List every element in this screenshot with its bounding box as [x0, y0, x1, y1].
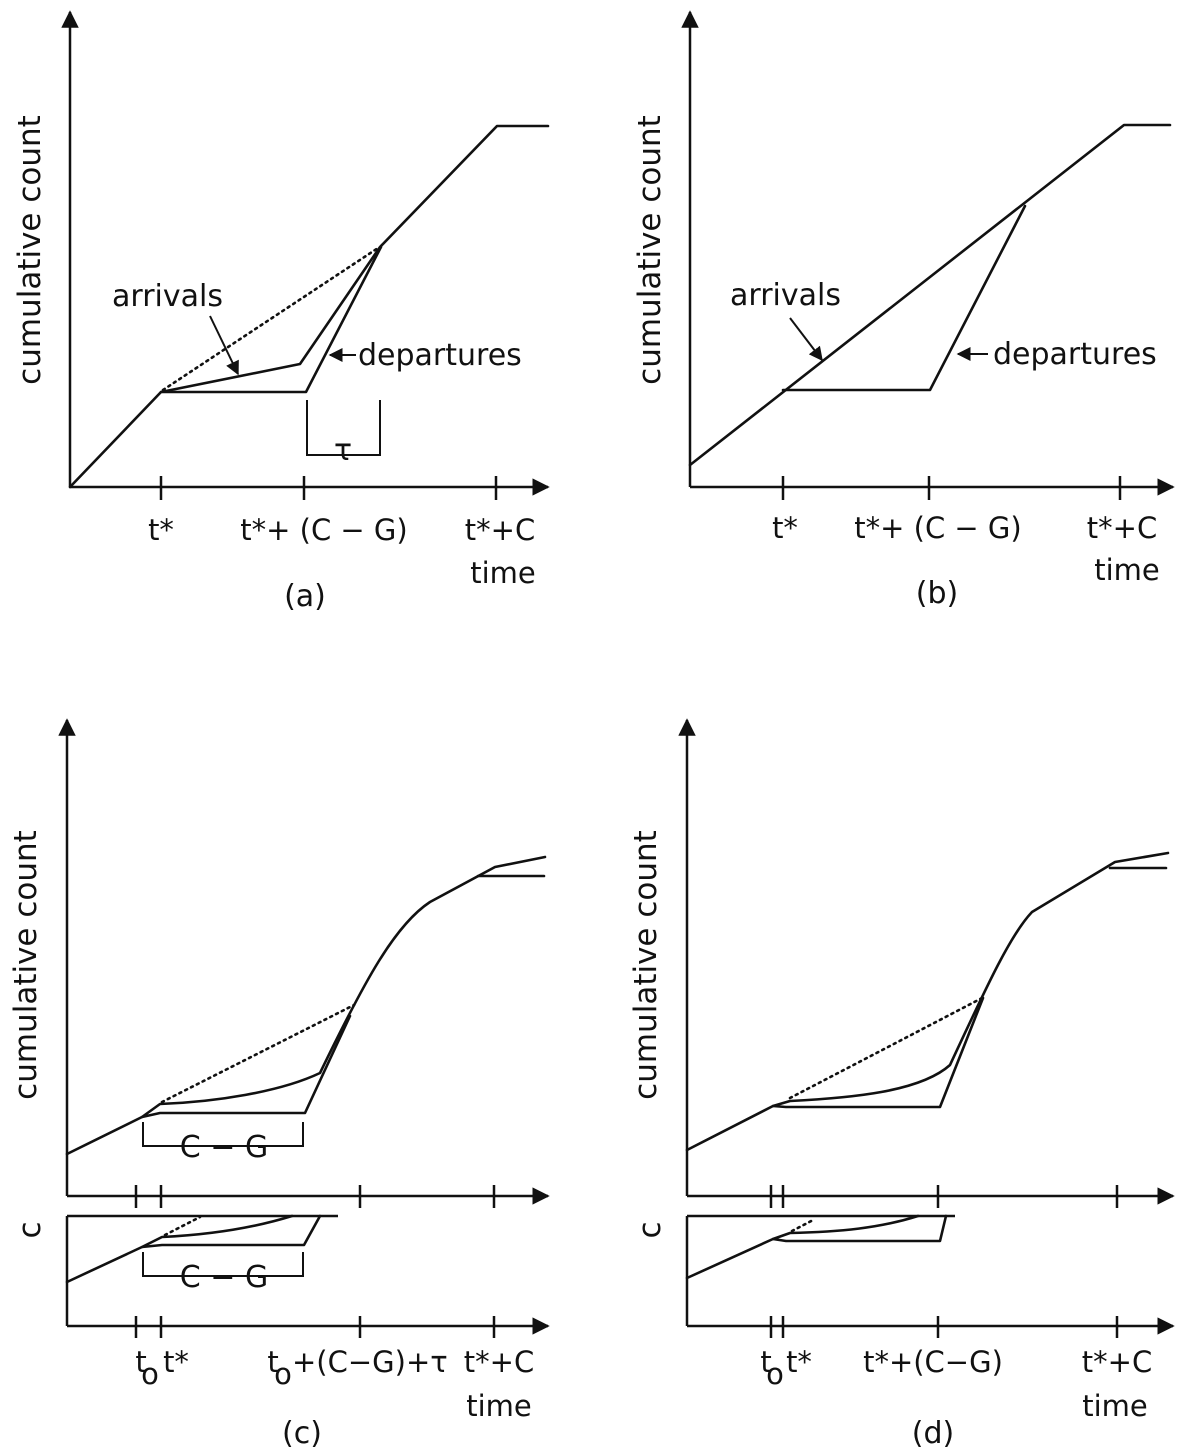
- panel-a-arrivals-pointer: [209, 315, 239, 376]
- panel-a-caption: (a): [284, 579, 326, 614]
- panel-b-y-label: cumulative count: [632, 115, 668, 385]
- panel-c-tick-label-to-sub: o: [141, 1357, 159, 1391]
- panel-d-x-label: time: [1082, 1389, 1148, 1423]
- panel-c-bracket-main: [142, 1122, 304, 1147]
- panel-a-departures-curve: [159, 245, 383, 394]
- panel-d-tick-label-tstar: t*: [786, 1345, 812, 1379]
- panel-c-bracket-inset: [142, 1252, 304, 1277]
- panel-a-x-label: time: [470, 556, 536, 590]
- panel-d-inset-label: c: [632, 1221, 668, 1238]
- panel-b-tick-label-3: t*+C: [1087, 511, 1157, 545]
- panel-b-tick-label-2: t*+ (C − G): [854, 511, 1021, 545]
- panel-d-inset-dotted-extension: [790, 1217, 817, 1233]
- panel-b-arrivals-pointer: [789, 317, 823, 362]
- panel-b-caption: (b): [916, 576, 958, 611]
- panel-c-bracket-main-label: C − G: [180, 1130, 268, 1165]
- panel-b-arrivals-curve: [688, 123, 1172, 467]
- panel-c-tick-label-3-t: t: [267, 1345, 278, 1379]
- panel-b-x-label: time: [1094, 553, 1160, 587]
- panel-b-departures-curve: [781, 204, 1027, 392]
- panel-c-y-label: cumulative count: [8, 830, 44, 1100]
- panel-d-tick-label-to-sub: o: [766, 1357, 784, 1391]
- panel-a-arrivals-curve: [68, 124, 550, 489]
- panel-a-tau-label: τ: [334, 433, 352, 468]
- panel-a-y-label: cumulative count: [12, 115, 48, 385]
- panel-c-tick-label-3-rest: +(C−G)+τ: [292, 1345, 448, 1379]
- panel-c-bracket-inset-label: C − G: [180, 1260, 268, 1295]
- panel-c-caption: (c): [282, 1416, 322, 1451]
- panel-d-tick-label-4: t*+C: [1082, 1345, 1152, 1379]
- panel-b-tick-label-1: t*: [772, 511, 798, 545]
- panel-c-x-label: time: [466, 1389, 532, 1423]
- panel-d-y-label: cumulative count: [628, 830, 664, 1100]
- panel-b: cumulative count arrivals departures t* …: [632, 10, 1175, 611]
- panel-c-tick-label-3-sub: o: [274, 1357, 292, 1391]
- panel-c-departures-curve: [140, 1014, 352, 1119]
- panel-d-caption: (d): [912, 1416, 954, 1451]
- panel-c-tick-label-to: t: [135, 1345, 146, 1379]
- panel-a-tick-label-2: t*+ (C − G): [240, 513, 407, 547]
- panel-c-arrivals-curve: [65, 855, 547, 1156]
- panel-c-inset-label: c: [12, 1221, 48, 1238]
- panel-a-dotted-extension: [161, 246, 380, 392]
- panel-c-dotted-extension: [160, 1003, 356, 1104]
- panel-c: cumulative count C − G c C − G t o t* t …: [8, 718, 550, 1451]
- panel-c-tick-label-tstar: t*: [163, 1345, 189, 1379]
- panel-d-inset-departures-curve: [771, 1214, 948, 1243]
- panel-a-tau-bracket: [306, 400, 381, 456]
- panel-c-tick-label-4: t*+C: [464, 1345, 534, 1379]
- panel-d-tick-label-3: t*+(C−G): [863, 1345, 1003, 1379]
- panel-a-arrivals-label: arrivals: [112, 279, 223, 314]
- panel-d-dotted-extension: [788, 995, 986, 1100]
- panel-d: cumulative count c t o t* t*+(C−G) t*+C …: [628, 718, 1175, 1451]
- panel-a-tick-label-3: t*+C: [465, 513, 535, 547]
- panel-b-departures-label: departures: [993, 337, 1157, 372]
- panel-b-arrivals-label: arrivals: [730, 278, 841, 313]
- panel-a: cumulative count arrivals departures τ t…: [12, 10, 550, 614]
- panel-c-inset-dotted-extension: [163, 1215, 202, 1237]
- panel-c-inset-arrivals-curve: [65, 1214, 294, 1284]
- panel-c-inset-departures-curve: [140, 1214, 322, 1249]
- panel-d-inset-arrivals-curve: [685, 1214, 920, 1280]
- panel-a-tick-label-1: t*: [148, 513, 174, 547]
- panel-d-arrivals-curve: [685, 851, 1170, 1152]
- panel-d-tick-label-to: t: [760, 1345, 771, 1379]
- panel-d-departures-curve: [771, 996, 985, 1109]
- panel-a-departures-label: departures: [358, 338, 522, 373]
